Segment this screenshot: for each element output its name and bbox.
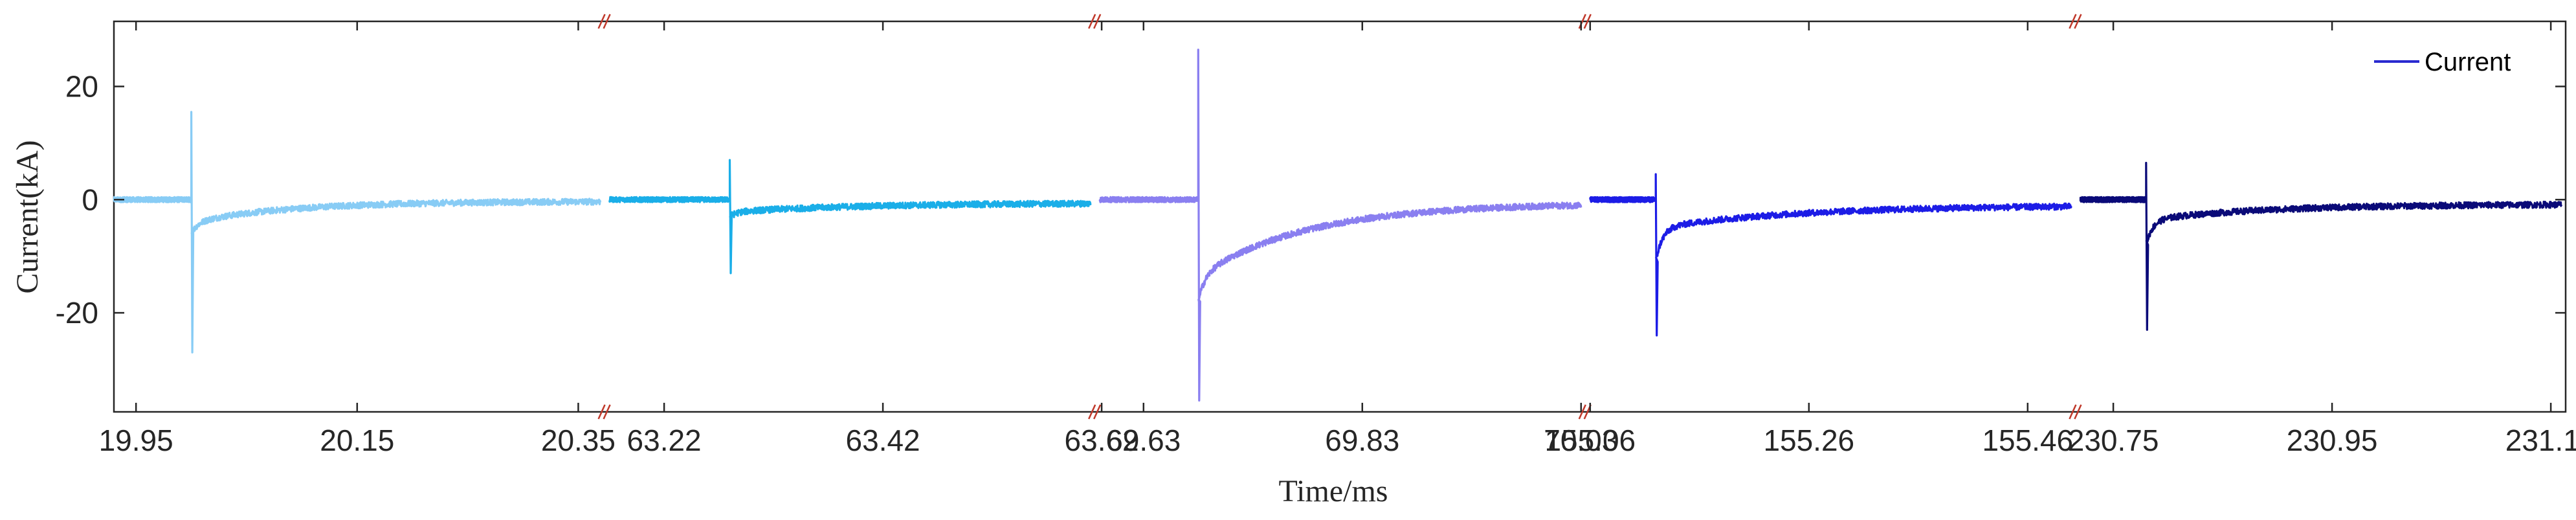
x-tick-label: 63.22 xyxy=(627,424,702,457)
x-tick-label: 63.42 xyxy=(846,424,920,457)
x-tick-label: 230.75 xyxy=(2068,424,2159,457)
x-tick-label: 70.03 xyxy=(1544,424,1618,457)
y-axis: 20 0 -20 xyxy=(56,70,2566,330)
series-line-segment-4 xyxy=(1589,173,2072,337)
axis-break-mark xyxy=(1578,404,1586,420)
axis-break-mark xyxy=(2074,404,2082,420)
axis-break-mark xyxy=(597,14,606,29)
plot-frame xyxy=(113,20,2567,413)
legend: Current xyxy=(2374,48,2511,76)
axis-break-mark xyxy=(1583,14,1592,29)
axis-break-mark xyxy=(1093,14,1102,29)
x-tick-label: 20.35 xyxy=(541,424,616,457)
y-tick-label: 0 xyxy=(82,183,98,216)
y-tick-label: 20 xyxy=(65,70,98,104)
x-tick-label: 20.15 xyxy=(320,424,394,457)
x-tick-label: 69.63 xyxy=(1106,424,1181,457)
series-line-segment-2 xyxy=(608,159,1092,275)
x-tick-label: 155.06 xyxy=(1544,424,1636,457)
x-tick-label: 69.83 xyxy=(1325,424,1399,457)
y-tick-label: -20 xyxy=(56,296,98,330)
axis-break-mark xyxy=(2074,14,2082,29)
x-tick-label: 155.46 xyxy=(1982,424,2073,457)
segments-layer xyxy=(113,49,2563,402)
axis-break-marks xyxy=(597,14,2082,420)
axis-break-mark xyxy=(597,404,606,420)
series-line-segment-1 xyxy=(113,111,602,354)
y-axis-title: Current(kA) xyxy=(10,140,45,293)
axis-break-mark xyxy=(1088,14,1096,29)
axis-break-mark xyxy=(603,14,611,29)
series-line-segment-5 xyxy=(2079,161,2563,331)
axis-break-mark xyxy=(2069,404,2077,420)
x-tick-label: 230.95 xyxy=(2287,424,2378,457)
x-axis-title: Time/ms xyxy=(1279,474,1388,508)
x-tick-label: 63.62 xyxy=(1065,424,1139,457)
axis-break-mark xyxy=(1093,404,1102,420)
series-line-segment-3 xyxy=(1098,49,1582,402)
x-tick-label: 19.95 xyxy=(99,424,173,457)
axis-break-mark xyxy=(1578,14,1586,29)
legend-label-current: Current xyxy=(2425,48,2511,76)
x-tick-label: 231.15 xyxy=(2505,424,2576,457)
axis-break-mark xyxy=(2069,14,2077,29)
axis-break-mark xyxy=(603,404,611,420)
axis-break-mark xyxy=(1088,404,1096,420)
x-tick-label: 155.26 xyxy=(1763,424,1854,457)
